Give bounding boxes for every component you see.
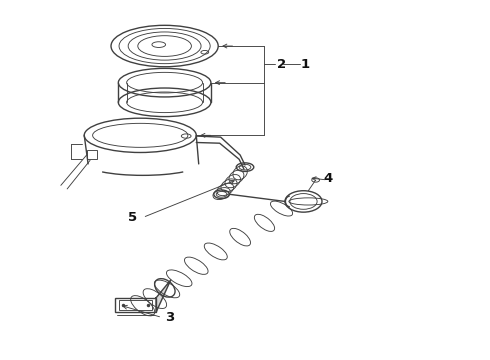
Bar <box>115 298 156 312</box>
Bar <box>87 150 98 159</box>
Text: 3: 3 <box>165 311 174 324</box>
Text: 2: 2 <box>277 58 286 71</box>
Bar <box>119 300 152 310</box>
Polygon shape <box>156 280 171 312</box>
Text: 5: 5 <box>128 211 138 224</box>
Text: 4: 4 <box>323 172 332 185</box>
Text: 1: 1 <box>301 58 310 71</box>
